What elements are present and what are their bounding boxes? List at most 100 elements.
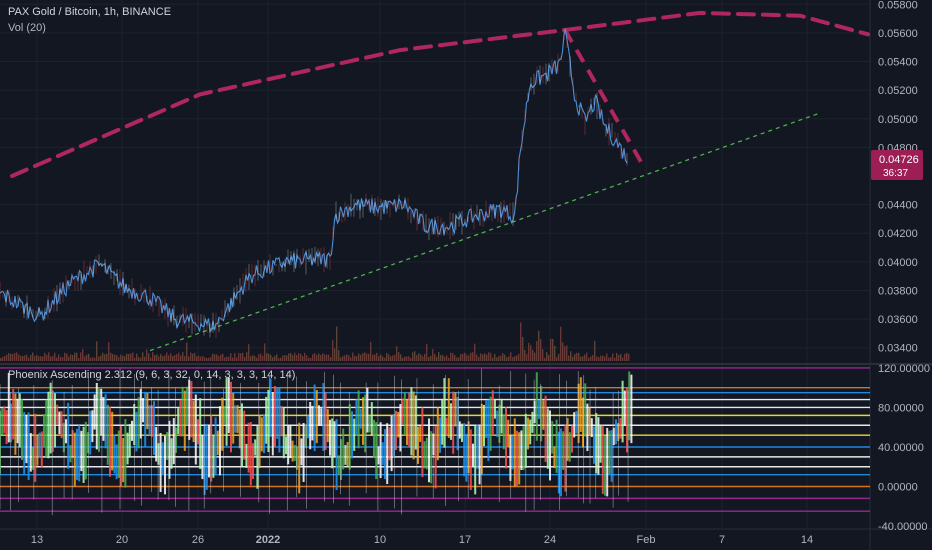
volume-bar (616, 352, 618, 361)
volume-bar (46, 354, 48, 361)
volume-bar (182, 352, 184, 361)
volume-bar (466, 354, 468, 361)
volume-bar (256, 357, 258, 361)
volume-bar (52, 356, 54, 361)
volume-bar (132, 352, 134, 361)
volume-bar (516, 355, 518, 361)
volume-bar (562, 342, 564, 361)
volume-bar (424, 353, 426, 361)
volume-bar (126, 353, 128, 361)
volume-bar (286, 355, 288, 361)
volume-bars (0, 322, 630, 361)
volume-bar (142, 352, 144, 361)
volume-bar (496, 357, 498, 361)
price-tick-label: 0.05000 (878, 114, 918, 126)
volume-bar (330, 357, 332, 361)
volume-bar (570, 351, 572, 361)
trendline-drawing (149, 112, 821, 352)
arc-drawing (10, 10, 870, 178)
volume-bar (8, 353, 10, 361)
volume-bar (318, 353, 320, 361)
volume-bar (288, 353, 290, 361)
volume-bar (238, 353, 240, 361)
volume-bar (220, 354, 222, 361)
price-tick-label: 0.05600 (878, 28, 918, 40)
volume-bar (104, 354, 106, 361)
volume-bar (328, 354, 330, 361)
volume-bar (588, 357, 590, 361)
volume-bar (406, 356, 408, 361)
volume-bar (100, 355, 102, 361)
volume-bar (320, 355, 322, 361)
volume-bar (262, 355, 264, 361)
time-tick-label: 7 (719, 534, 725, 546)
volume-bar (628, 353, 630, 361)
volume-bar (180, 355, 182, 361)
volume-bar (434, 354, 436, 361)
volume-bar (486, 354, 488, 361)
volume-bar (250, 356, 252, 361)
volume-bar (278, 357, 280, 361)
volume-bar (382, 356, 384, 361)
time-tick-label: 20 (116, 534, 128, 546)
volume-bar (258, 354, 260, 361)
volume-bar (502, 353, 504, 361)
volume-bar (230, 353, 232, 361)
volume-bar (268, 353, 270, 361)
volume-bar (380, 354, 382, 361)
volume-bar (504, 354, 506, 361)
volume-bar (444, 356, 446, 361)
volume-bar (426, 343, 428, 361)
volume-bar (408, 356, 410, 361)
last-price-value: 0.04726 (879, 154, 919, 166)
price-tick-label: 0.03400 (878, 343, 918, 355)
price-tick-label: 0.03800 (878, 285, 918, 297)
volume-bar (420, 354, 422, 361)
volume-bar (218, 356, 220, 361)
volume-bar (254, 356, 256, 361)
volume-bar (40, 356, 42, 361)
volume-bar (468, 355, 470, 361)
volume-bar (404, 356, 406, 361)
volume-bar (348, 355, 350, 361)
volume-bar (216, 354, 218, 361)
volume-bar (190, 352, 192, 361)
volume-bar (200, 356, 202, 361)
volume-bar (44, 352, 46, 361)
volume-bar (54, 352, 56, 361)
volume-bar (80, 352, 82, 361)
price-tick-label: 0.05400 (878, 57, 918, 69)
volume-bar (564, 346, 566, 361)
volume-bar (430, 355, 432, 361)
volume-bar (70, 354, 72, 361)
volume-bar (350, 357, 352, 361)
volume-bar (608, 357, 610, 361)
volume-bar (512, 357, 514, 361)
volume-bar (108, 342, 110, 361)
volume-bar (240, 353, 242, 361)
volume-bar (546, 352, 548, 361)
volume-bar (446, 355, 448, 361)
volume-bar (462, 353, 464, 361)
volume-bar (526, 354, 528, 361)
volume-bar (510, 352, 512, 361)
volume-bar (42, 356, 44, 361)
volume-bar (246, 352, 248, 361)
volume-bar (66, 353, 68, 361)
price-tick-label: 0.05800 (878, 0, 918, 11)
volume-bar (418, 353, 420, 361)
volume-bar (162, 356, 164, 361)
volume-bar (490, 352, 492, 361)
volume-bar (480, 353, 482, 361)
volume-bar (274, 355, 276, 361)
volume-bar (30, 354, 32, 361)
volume-bar (388, 354, 390, 361)
volume-bar (474, 343, 476, 361)
volume-bar (544, 357, 546, 361)
volume-bar (184, 355, 186, 361)
volume-bar (222, 353, 224, 361)
volume-bar (234, 353, 236, 361)
volume-bar (298, 353, 300, 361)
volume-bar (400, 354, 402, 361)
